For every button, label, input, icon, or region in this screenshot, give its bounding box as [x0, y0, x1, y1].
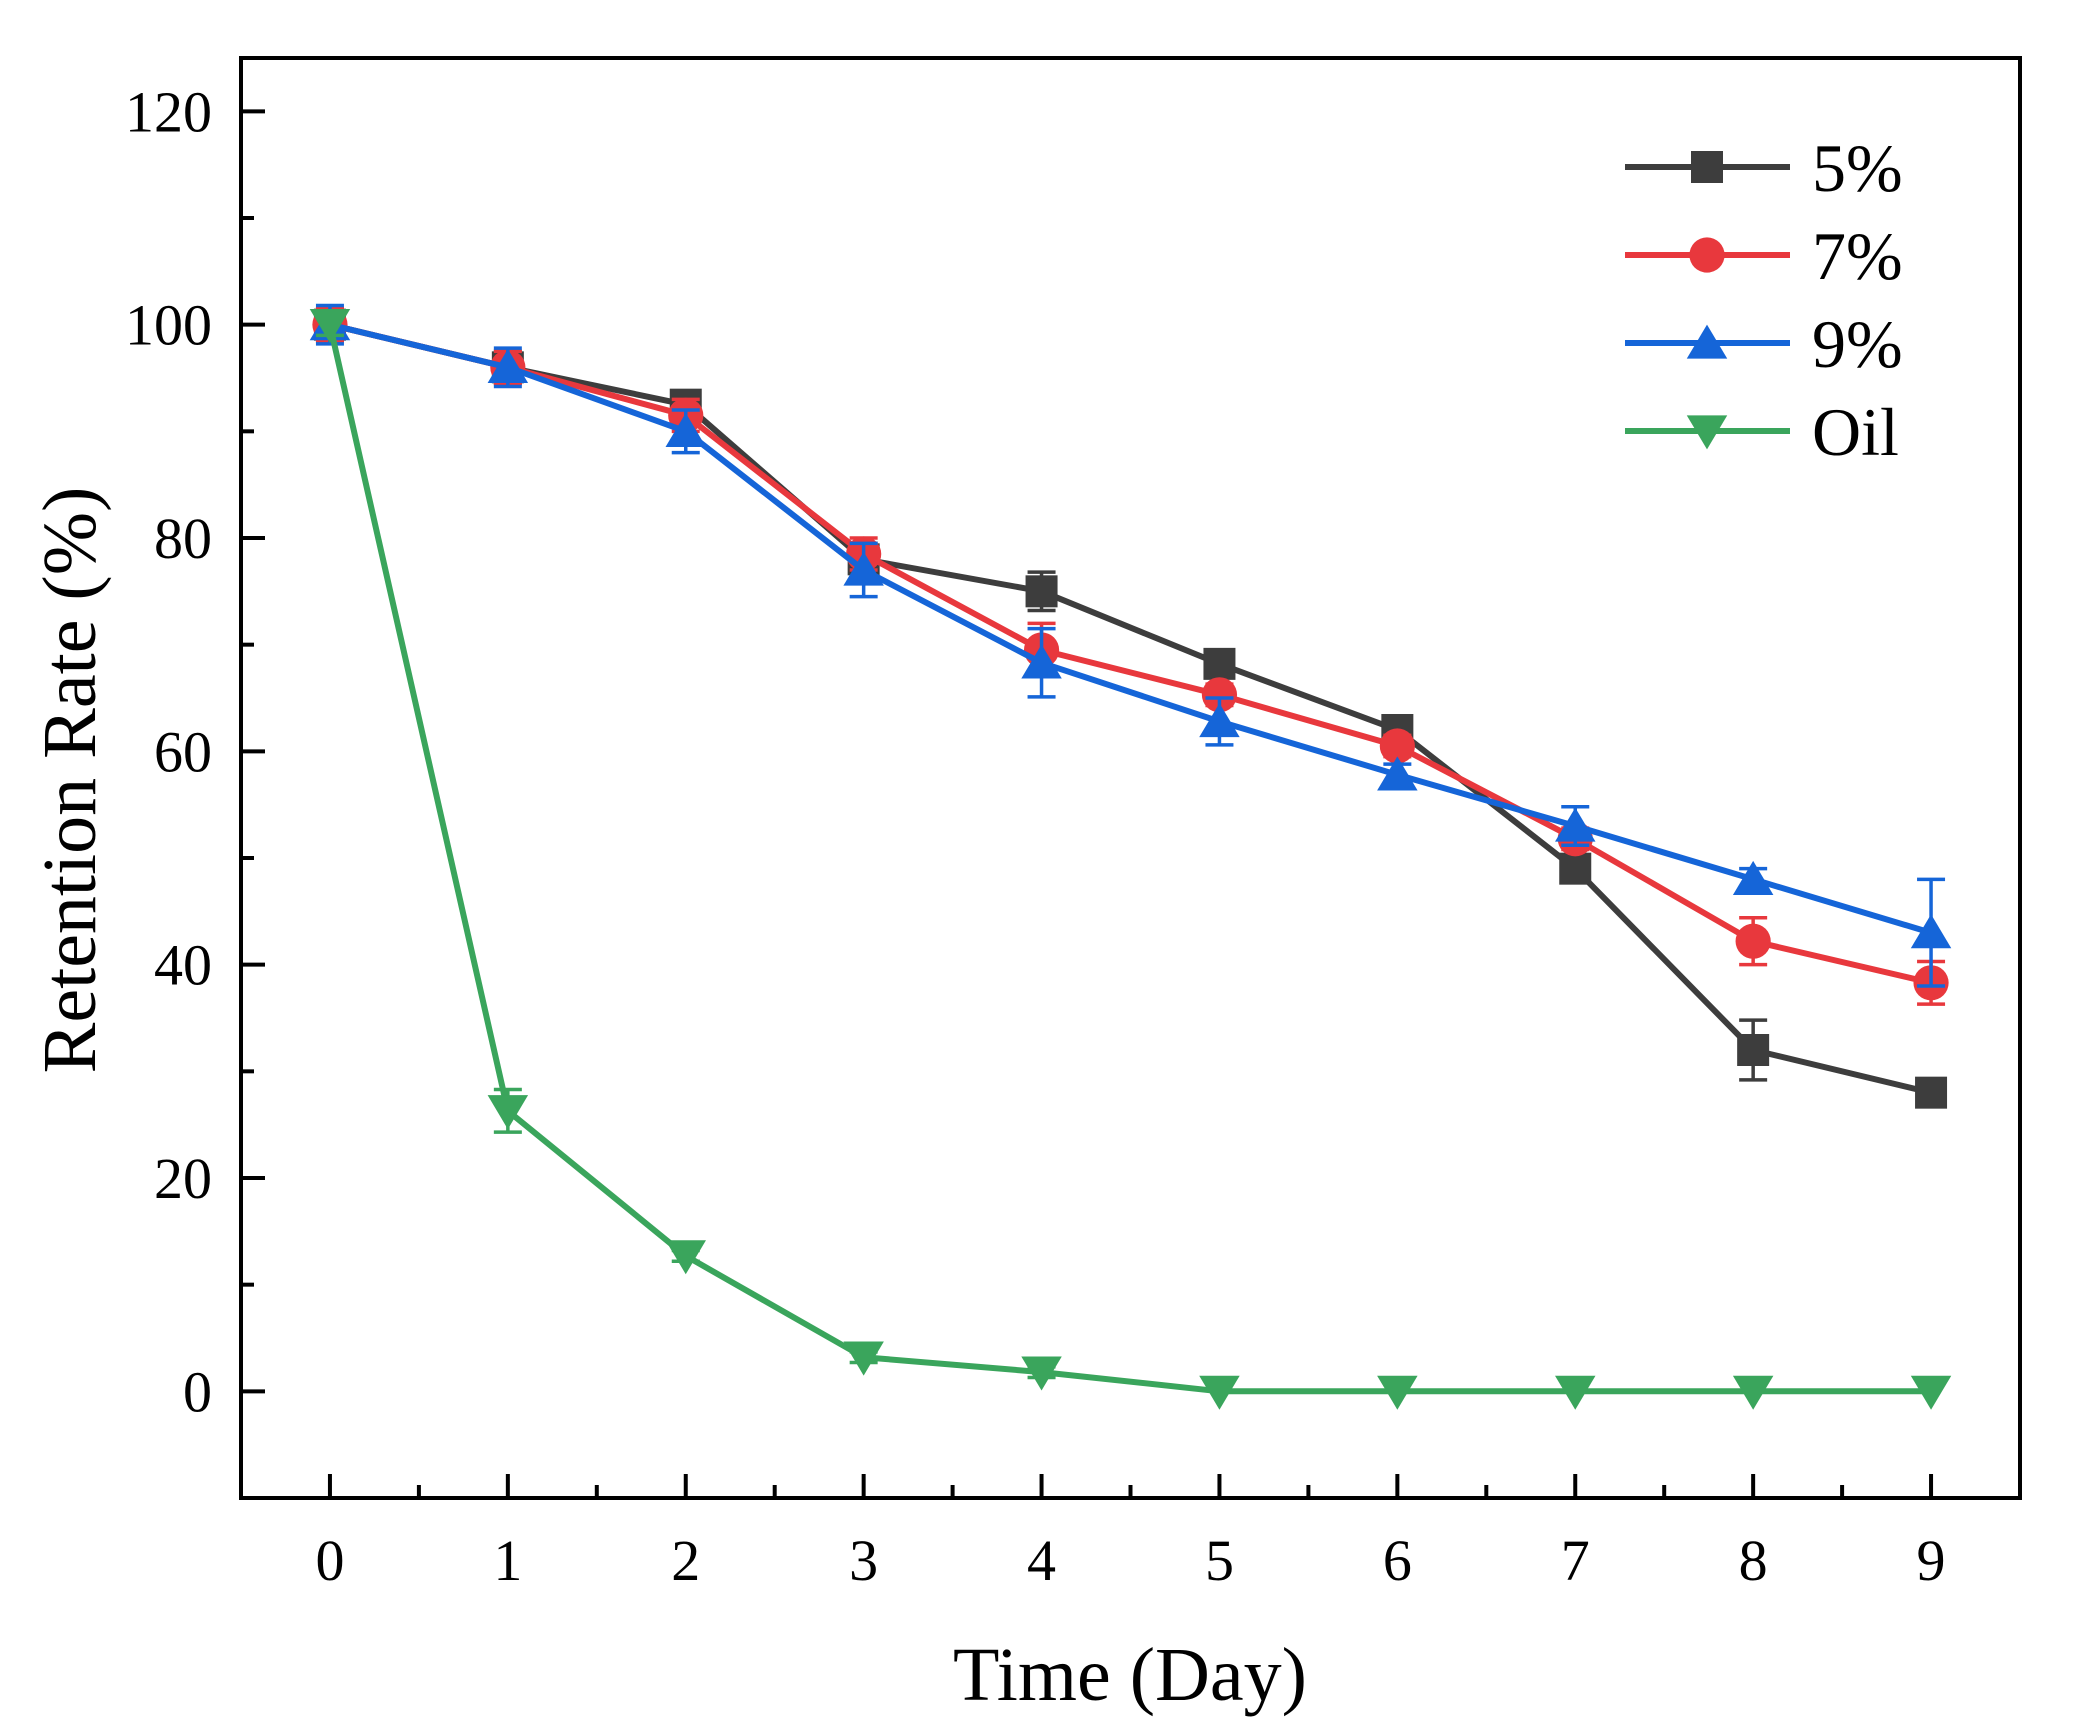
data-point: [843, 1341, 884, 1376]
data-point: [1025, 575, 1058, 608]
data-point: [1555, 1375, 1596, 1410]
data-point: [1377, 1375, 1418, 1410]
data-point: [1915, 1076, 1948, 1109]
legend-label: Oil: [1812, 394, 1899, 470]
x-axis: 0 1 2 3 4 5 6 7 8 9: [315, 1474, 1946, 1593]
y-tick-label: 0: [183, 1359, 212, 1424]
x-axis-title: Time (Day): [953, 1633, 1307, 1717]
x-tick-label: 6: [1383, 1528, 1412, 1593]
series-2: [309, 303, 1952, 988]
legend-marker: [1686, 415, 1728, 450]
x-tick-label: 0: [315, 1528, 344, 1593]
data-point: [1735, 923, 1771, 959]
x-tick-label: 3: [849, 1528, 878, 1593]
data-point: [487, 1095, 529, 1130]
data-point: [1021, 1356, 1062, 1391]
y-tick-label: 100: [125, 293, 212, 358]
y-tick-label: 80: [154, 506, 212, 571]
data-point: [665, 1240, 706, 1275]
data-point: [309, 309, 351, 344]
series-line: [329, 321, 1932, 986]
legend: 5% 7% 9% Oil: [1625, 130, 1903, 470]
data-point: [1201, 677, 1238, 713]
data-point: [1555, 807, 1596, 842]
data-point: [1559, 852, 1592, 885]
data-point: [1199, 1375, 1240, 1410]
legend-marker: [1689, 237, 1725, 273]
series-line: [329, 321, 1932, 936]
data-point: [1379, 728, 1415, 764]
legend-label: 5%: [1812, 130, 1903, 206]
y-tick-label: 40: [154, 933, 212, 998]
x-tick-label: 5: [1205, 1528, 1234, 1593]
legend-item: 7%: [1625, 218, 1903, 294]
x-tick-label: 2: [671, 1528, 700, 1593]
y-tick-label: 20: [154, 1146, 212, 1211]
y-tick-label: 120: [125, 79, 212, 144]
series-layer: [309, 303, 1952, 1410]
data-point: [1732, 860, 1774, 895]
legend-item: 5%: [1625, 130, 1903, 206]
x-tick-label: 8: [1739, 1528, 1768, 1593]
y-tick-label: 60: [154, 719, 212, 784]
legend-marker: [1691, 151, 1723, 183]
data-point: [1203, 647, 1236, 680]
data-point: [1737, 1034, 1770, 1066]
legend-marker: [1686, 324, 1728, 359]
legend-label: 7%: [1812, 218, 1903, 294]
data-point: [1377, 756, 1418, 791]
data-point: [1910, 914, 1952, 949]
x-tick-label: 1: [493, 1528, 522, 1593]
data-point: [843, 551, 884, 586]
x-tick-label: 9: [1917, 1528, 1946, 1593]
series-1: [312, 306, 1949, 1006]
x-tick-label: 7: [1561, 1528, 1590, 1593]
data-point: [1910, 1375, 1952, 1410]
legend-label: 9%: [1812, 306, 1903, 382]
data-point: [665, 412, 706, 447]
series-3: [309, 309, 1952, 1410]
legend-item: Oil: [1625, 394, 1899, 470]
data-point: [1732, 1375, 1774, 1410]
data-point: [487, 348, 529, 383]
data-point: [1199, 703, 1240, 738]
x-tick-label: 4: [1027, 1528, 1056, 1593]
y-axis-title: Retention Rate (%): [28, 487, 112, 1074]
data-point: [1021, 644, 1062, 679]
legend-item: 9%: [1625, 306, 1903, 382]
plot-frame: [239, 56, 2022, 1500]
series-line: [329, 321, 1932, 1096]
series-line: [326, 324, 1931, 1395]
y-axis: 0 20 40 60 80 100 120: [125, 79, 265, 1500]
